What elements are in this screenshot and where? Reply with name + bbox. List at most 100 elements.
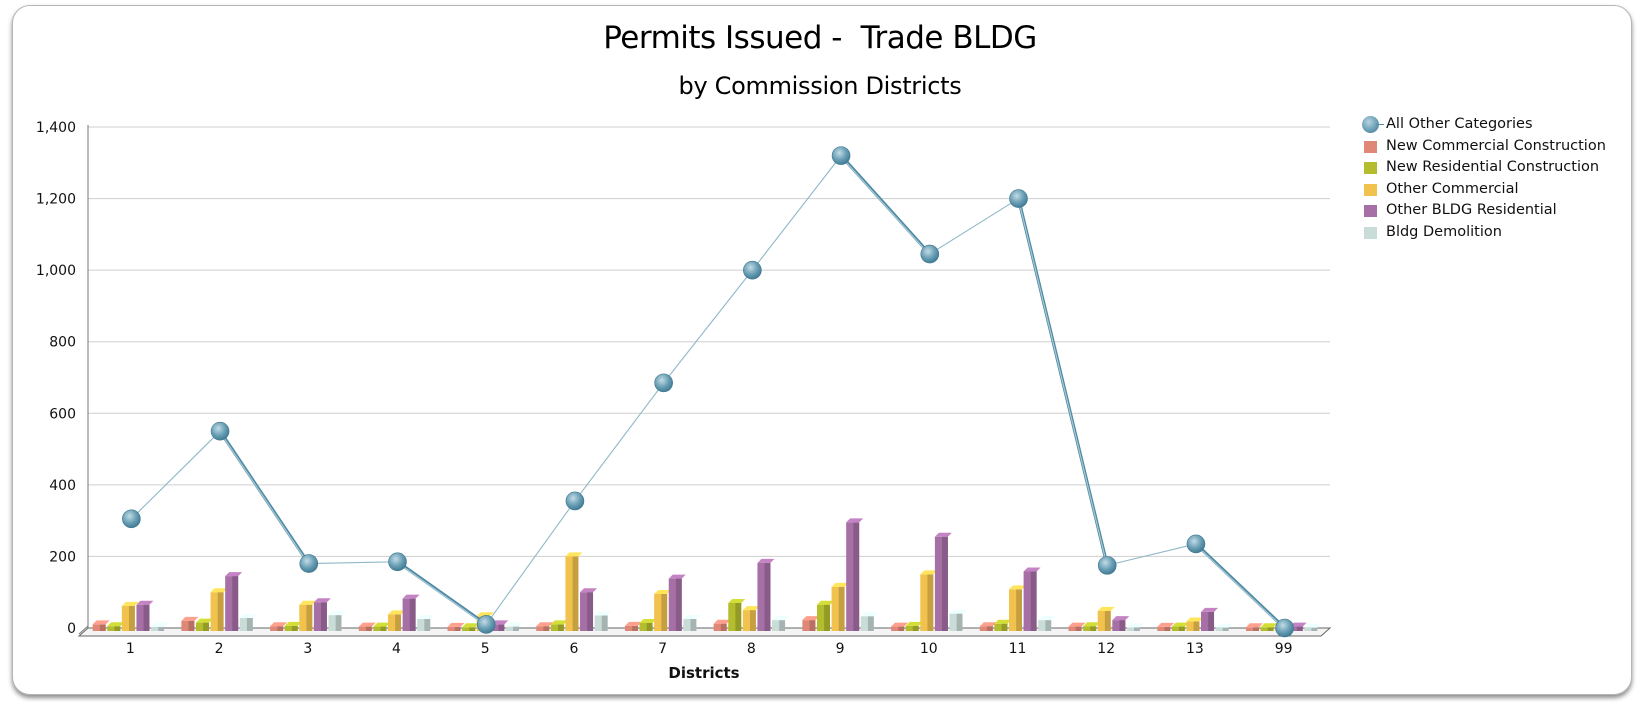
line-segment [751,155,842,271]
bar [491,620,509,631]
bar-top [550,620,568,625]
bar-top [757,558,775,563]
bar-top [594,611,612,616]
bar-top [1245,623,1263,628]
bar [181,616,199,631]
bar-front [683,619,697,631]
bar-top [668,574,686,579]
bar-front [284,625,298,631]
bar [757,558,775,631]
bar-side [1075,626,1082,631]
x-tick-label: 9 [836,641,845,657]
bar-top [402,594,420,599]
bar [1215,623,1233,631]
grid-lines [88,126,1330,557]
bar-top [1157,622,1175,627]
line-point [565,491,585,511]
legend-swatch [1364,205,1377,217]
x-tick-label: 4 [392,641,401,657]
bar [920,570,938,631]
bar [979,622,997,631]
x-tick-label: 8 [747,641,756,657]
bar-top [1097,606,1115,611]
bar-side [986,626,993,631]
bar-side [143,604,150,631]
x-tick-label: 11 [1009,641,1027,657]
bar-side [1311,627,1318,631]
bar [1009,585,1026,631]
line-segment [574,382,665,502]
bar [1186,617,1204,631]
bar-side [1045,620,1052,631]
bar [1304,623,1322,631]
bar-top [447,622,465,627]
bar [462,623,480,631]
bar-front [1126,627,1140,631]
bar-top [181,616,199,621]
bar-top [580,588,598,593]
y-tick-label: 1,200 [36,192,76,208]
bar-front [1068,626,1082,631]
bar [1126,623,1144,631]
line-markers [122,146,1294,638]
y-tick-label: 400 [49,478,76,494]
bar-side [1253,627,1259,631]
bar-top [284,621,302,626]
legend-item: New Commercial Construction [1362,136,1606,158]
bar [536,622,554,631]
bar-side [277,626,284,631]
bar-top [905,621,923,626]
legend-swatch [1364,140,1377,153]
legend-swatch [1364,183,1377,196]
bar [713,619,731,631]
x-tick-label: 12 [1097,641,1115,657]
bar-top [1304,623,1322,628]
x-tick-label: 5 [481,641,490,657]
bar-top [121,601,139,606]
legend-label: Other BLDG Residential [1386,202,1557,218]
bar-front [447,626,461,631]
legend-label: New Residential Construction [1386,159,1600,175]
bar-side [853,522,860,631]
legend: All Other Categories New Commercial Const… [1362,114,1606,243]
bar-top [491,620,509,625]
bar [1171,622,1189,631]
line-point [1186,534,1206,554]
bar [1157,622,1175,631]
line-segment [130,430,221,520]
bar-side [543,626,550,631]
bar-top [1201,607,1219,612]
bar-front [994,623,1008,631]
bar-side [246,617,253,631]
line-point [1009,189,1028,208]
bar-side [1090,626,1097,631]
bar-top [949,609,967,614]
x-tick-label: 7 [658,641,667,657]
bar-side [321,602,327,631]
bar-top [683,615,701,620]
bar-side [927,574,934,631]
legend-item: All Other Categories [1362,114,1606,136]
bar [1260,623,1278,631]
bar [624,621,642,631]
bar-top [151,622,169,627]
bar-side [1267,627,1274,631]
line-point [388,552,407,572]
line-segment-highlight [219,431,310,565]
line-series [130,154,1287,630]
bar-front [505,626,519,631]
bar-side [306,604,313,631]
line-segment [1194,542,1287,630]
bar-side [942,536,948,631]
bar [136,600,154,631]
bar [949,609,967,631]
bar-front [373,626,387,631]
line-segment [308,561,399,565]
bar-front [1215,627,1229,631]
bar [802,616,820,631]
bar-top [136,600,154,605]
bar-marks [92,518,1322,631]
bar-front [107,626,121,631]
bar-top [1126,623,1144,628]
bar [654,590,672,631]
